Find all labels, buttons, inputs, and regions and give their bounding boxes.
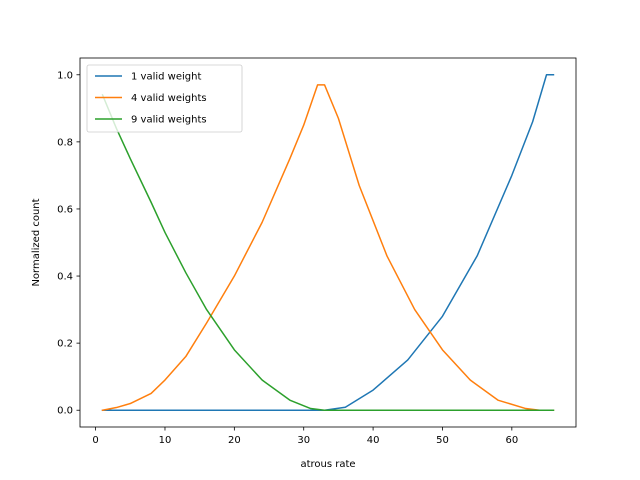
y-tick-label: 0.8 (57, 137, 73, 148)
series-line-3 (101, 93, 555, 411)
axes-layer (79, 57, 577, 428)
legend-label-2: 4 valid weights (131, 93, 207, 104)
series-line-2 (101, 84, 555, 412)
y-tick-label: 0.2 (57, 339, 73, 350)
x-axis-ticks: 0 10 20 30 40 50 60 (92, 427, 518, 446)
series-layer (101, 74, 555, 412)
legend: 1 valid weight 4 valid weights 9 valid wei… (86, 64, 243, 133)
y-axis-ticks: 0.0 0.2 0.4 0.6 0.8 1.0 (57, 70, 80, 417)
x-tick-label: 40 (367, 435, 380, 446)
y-tick-label: 0.4 (57, 272, 73, 283)
x-tick-label: 50 (436, 435, 449, 446)
y-tick-label: 0.6 (57, 204, 73, 215)
legend-label-1: 1 valid weight (131, 72, 201, 83)
legend-box (86, 64, 243, 133)
y-tick-label: 0.0 (57, 406, 73, 417)
y-axis-label: Normalized count (31, 198, 42, 286)
axes-frame (79, 57, 577, 428)
x-axis-label: atrous rate (300, 459, 355, 470)
y-tick-label: 1.0 (57, 70, 73, 81)
legend-label-3: 9 valid weights (131, 115, 207, 126)
x-tick-label: 60 (505, 435, 518, 446)
x-tick-label: 30 (297, 435, 310, 446)
series-line-1 (101, 74, 555, 411)
x-tick-label: 10 (159, 435, 172, 446)
x-tick-label: 0 (92, 435, 98, 446)
x-tick-label: 20 (228, 435, 241, 446)
